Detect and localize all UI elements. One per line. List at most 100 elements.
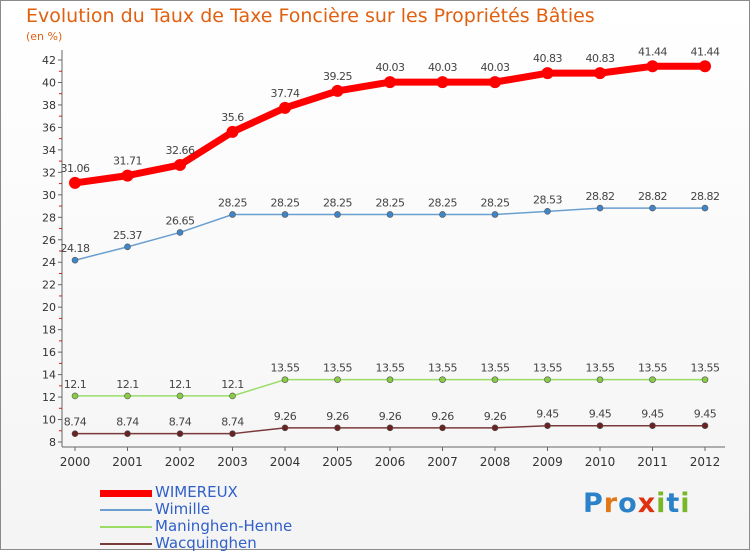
data-label: 8.74: [169, 416, 192, 429]
data-label: 28.82: [691, 190, 720, 203]
data-label: 8.74: [116, 416, 139, 429]
data-point: [279, 101, 291, 114]
x-tick-label: 2010: [585, 455, 616, 469]
data-label: 28.25: [481, 196, 510, 209]
data-label: 40.03: [428, 61, 457, 74]
x-tick-label: 2002: [165, 455, 196, 469]
data-point: [334, 376, 341, 383]
data-point: [701, 422, 709, 430]
data-label: 24.18: [61, 242, 90, 255]
data-point: [649, 376, 656, 383]
data-label: 35.6: [221, 111, 244, 124]
legend-label: WIMEREUX: [155, 483, 238, 501]
y-axis-unit-label: (en %): [26, 30, 63, 43]
y-tick-label: 8: [49, 436, 56, 449]
x-tick-label: 2009: [532, 455, 563, 469]
y-tick-label: 30: [42, 189, 56, 202]
data-label: 28.25: [428, 196, 457, 209]
logo-letter: o: [618, 488, 638, 519]
y-tick-label: 36: [42, 121, 56, 134]
data-point: [594, 67, 606, 80]
data-label: 25.37: [113, 229, 142, 242]
data-point: [491, 424, 499, 432]
legend-label: Wimille: [155, 500, 211, 518]
data-label: 28.53: [533, 193, 562, 206]
data-label: 28.25: [376, 196, 405, 209]
x-tick-label: 2000: [60, 455, 91, 469]
data-label: 9.26: [326, 410, 349, 423]
data-label: 9.26: [379, 410, 402, 423]
data-point: [71, 392, 79, 400]
data-point: [701, 376, 709, 383]
data-point: [386, 376, 394, 383]
data-point: [71, 256, 79, 264]
x-tick-label: 2004: [270, 455, 301, 469]
data-label: 12.1: [169, 378, 192, 391]
data-point: [69, 176, 81, 189]
y-tick-label: 12: [42, 391, 56, 404]
data-label: 39.25: [323, 70, 352, 83]
data-point: [544, 422, 551, 430]
data-label: 13.55: [533, 362, 562, 375]
data-point: [701, 204, 709, 212]
data-point: [229, 392, 236, 400]
legend-swatch: [100, 526, 152, 528]
data-label: 13.55: [428, 362, 457, 375]
data-point: [229, 430, 236, 437]
data-label: 8.74: [221, 416, 244, 429]
data-point: [439, 424, 446, 432]
data-label: 28.25: [323, 196, 352, 209]
data-point: [281, 424, 289, 432]
data-point: [174, 158, 186, 171]
data-point: [436, 76, 449, 89]
y-tick-label: 40: [42, 76, 56, 89]
y-tick-label: 28: [42, 211, 56, 224]
y-tick-label: 38: [42, 99, 56, 112]
x-tick-label: 2008: [480, 455, 511, 469]
x-tick-label: 2003: [217, 455, 248, 469]
legend-swatch: [100, 543, 152, 545]
data-label: 41.44: [638, 45, 667, 58]
data-label: 12.1: [221, 378, 244, 391]
data-label: 13.55: [586, 362, 615, 375]
data-label: 26.65: [166, 214, 195, 227]
data-label: 13.55: [691, 362, 720, 375]
data-label: 13.55: [271, 362, 300, 375]
data-point: [489, 76, 501, 89]
logo-letter: P: [583, 488, 604, 519]
legend-label: Maninghen-Henne: [155, 517, 293, 535]
chart-title: Evolution du Taux de Taxe Foncière sur l…: [26, 5, 595, 27]
y-tick-label: 18: [42, 324, 56, 337]
data-point: [649, 422, 656, 430]
data-label: 13.55: [481, 362, 510, 375]
data-label: 13.55: [376, 362, 405, 375]
data-point: [176, 430, 184, 437]
data-point: [541, 67, 554, 80]
data-label: 37.74: [271, 87, 300, 100]
legend-swatch: [100, 509, 152, 511]
y-tick-label: 24: [42, 256, 56, 269]
data-point: [384, 76, 396, 89]
data-label: 9.45: [589, 408, 612, 421]
data-label: 40.03: [376, 61, 405, 74]
data-label: 13.55: [323, 362, 352, 375]
data-label: 41.44: [691, 45, 720, 58]
data-label: 28.82: [586, 190, 615, 203]
data-label: 9.26: [274, 410, 297, 423]
data-point: [439, 376, 446, 383]
data-label: 9.26: [484, 410, 507, 423]
data-point: [71, 430, 79, 437]
data-point: [334, 424, 341, 432]
data-label: 40.83: [586, 52, 615, 65]
data-point: [124, 392, 131, 400]
data-label: 40.03: [481, 61, 510, 74]
data-label: 9.45: [641, 408, 664, 421]
data-point: [176, 392, 184, 400]
proxiti-logo: Proxiti: [583, 488, 691, 519]
legend-swatch: [100, 489, 152, 497]
data-point: [596, 204, 604, 212]
data-point: [229, 211, 236, 218]
logo-letter: i: [680, 488, 691, 519]
